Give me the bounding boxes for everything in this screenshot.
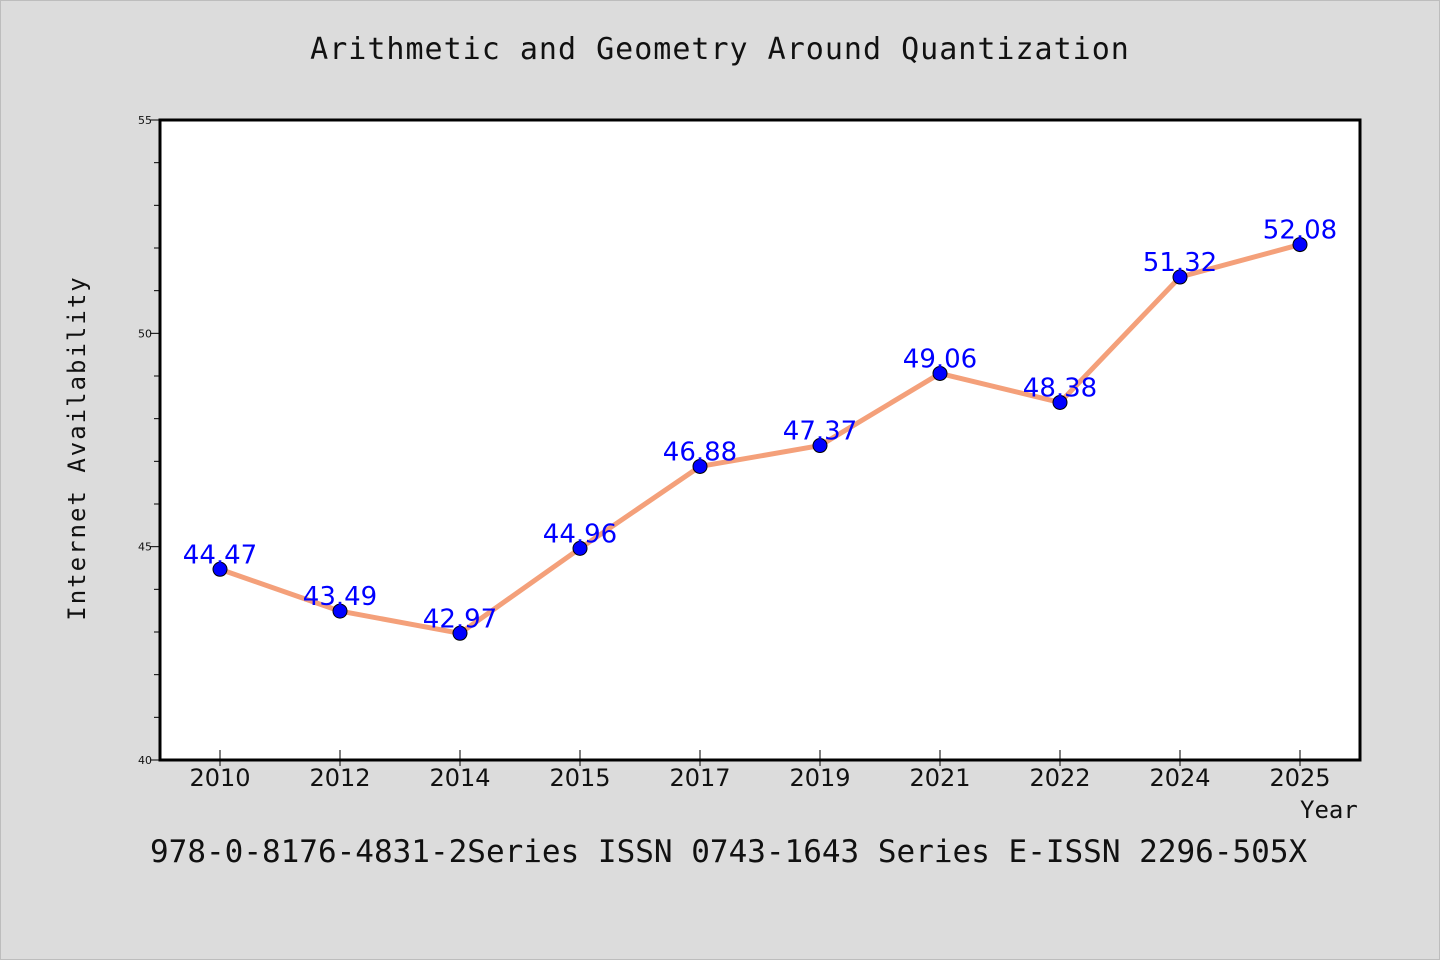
data-point-marker	[932, 365, 948, 381]
data-value-label: 49.06	[903, 344, 977, 374]
x-tick-label: 2014	[429, 764, 490, 792]
data-point-marker	[572, 540, 588, 556]
x-tick-label: 2025	[1269, 764, 1330, 792]
data-value-label: 52.08	[1263, 216, 1337, 246]
data-value-label: 51.32	[1143, 248, 1217, 278]
x-tick-label: 2017	[669, 764, 730, 792]
data-value-label: 44.47	[183, 540, 257, 570]
data-value-label: 47.37	[783, 417, 857, 447]
chart-title: Arithmetic and Geometry Around Quantizat…	[310, 32, 1130, 67]
data-labels-layer: 44.47 43.49 42.97 44.96 46.88 47.37 49.06 48.38…	[183, 216, 1337, 635]
data-point-marker	[1052, 394, 1068, 410]
data-point-marker	[452, 625, 468, 641]
data-point-marker	[812, 438, 828, 454]
series-layer	[212, 237, 1308, 641]
data-point-marker	[692, 458, 708, 474]
x-tick-label: 2022	[1029, 764, 1090, 792]
data-point-marker	[212, 561, 228, 577]
y-tick-label: 40	[138, 754, 152, 767]
footer-isbn-issn-text: 978-0-8176-4831-2Series ISSN 0743-1643 S…	[150, 834, 1308, 870]
x-tick-label: 2019	[789, 764, 850, 792]
data-value-label: 44.96	[543, 519, 617, 549]
y-tick-label: 55	[138, 114, 152, 127]
data-value-label: 42.97	[423, 604, 497, 634]
data-point-marker	[332, 603, 348, 619]
data-value-label: 46.88	[663, 437, 737, 467]
y-tick-label: 50	[138, 327, 152, 340]
x-axis-label: Year	[1300, 796, 1358, 824]
x-tick-label: 2012	[309, 764, 370, 792]
data-point-marker	[1172, 269, 1188, 285]
series-line	[217, 242, 1303, 636]
y-tick-label: 45	[138, 541, 152, 554]
axes-layer: 40 45 50 55 2010 2012 2014 2015 2017 2019 2021 2022…	[138, 114, 1331, 792]
x-tick-label: 2010	[189, 764, 250, 792]
x-tick-label: 2021	[909, 764, 970, 792]
x-tick-label: 2024	[1149, 764, 1210, 792]
plot-area	[158, 118, 1362, 762]
data-point-marker	[1292, 237, 1308, 253]
data-value-label: 48.38	[1023, 373, 1097, 403]
x-tick-label: 2015	[549, 764, 610, 792]
data-value-label: 43.49	[303, 582, 377, 612]
